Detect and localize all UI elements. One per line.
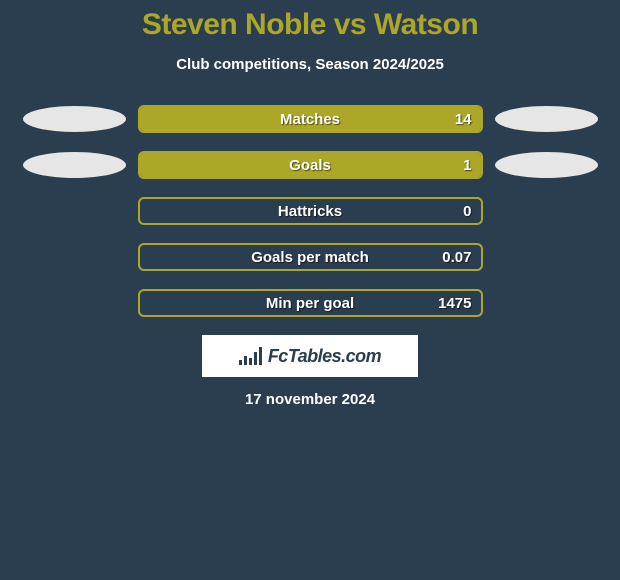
logo-text: FcTables.com (268, 346, 381, 367)
stat-label: Hattricks (278, 199, 342, 223)
stat-row: Hattricks 0 (0, 197, 620, 225)
stat-label: Matches (280, 107, 340, 131)
stat-value: 1475 (438, 291, 471, 315)
logo-chart-icon (239, 347, 262, 365)
page-title: Steven Noble vs Watson (0, 0, 620, 42)
stat-value: 14 (455, 107, 472, 131)
stat-row: Min per goal 1475 (0, 289, 620, 317)
stat-row: Goals per match 0.07 (0, 243, 620, 271)
stat-row: Matches 14 (0, 105, 620, 133)
stat-bar: Goals per match 0.07 (138, 243, 483, 271)
date-label: 17 november 2024 (0, 391, 620, 408)
stat-value: 1 (463, 153, 471, 177)
stat-bar: Goals 1 (138, 151, 483, 179)
left-ellipse (23, 106, 126, 132)
logo-badge: FcTables.com (202, 335, 418, 377)
stat-bar: Min per goal 1475 (138, 289, 483, 317)
stat-label: Goals per match (251, 245, 369, 269)
left-ellipse (23, 152, 126, 178)
right-ellipse (495, 106, 598, 132)
right-ellipse (495, 152, 598, 178)
stat-row: Goals 1 (0, 151, 620, 179)
stat-bar: Hattricks 0 (138, 197, 483, 225)
stat-bar: Matches 14 (138, 105, 483, 133)
subtitle: Club competitions, Season 2024/2025 (0, 56, 620, 73)
stat-value: 0.07 (442, 245, 471, 269)
stat-rows: Matches 14 Goals 1 Hattricks 0 Goals per match… (0, 105, 620, 317)
stat-value: 0 (463, 199, 471, 223)
stat-label: Min per goal (266, 291, 354, 315)
stat-label: Goals (289, 153, 331, 177)
